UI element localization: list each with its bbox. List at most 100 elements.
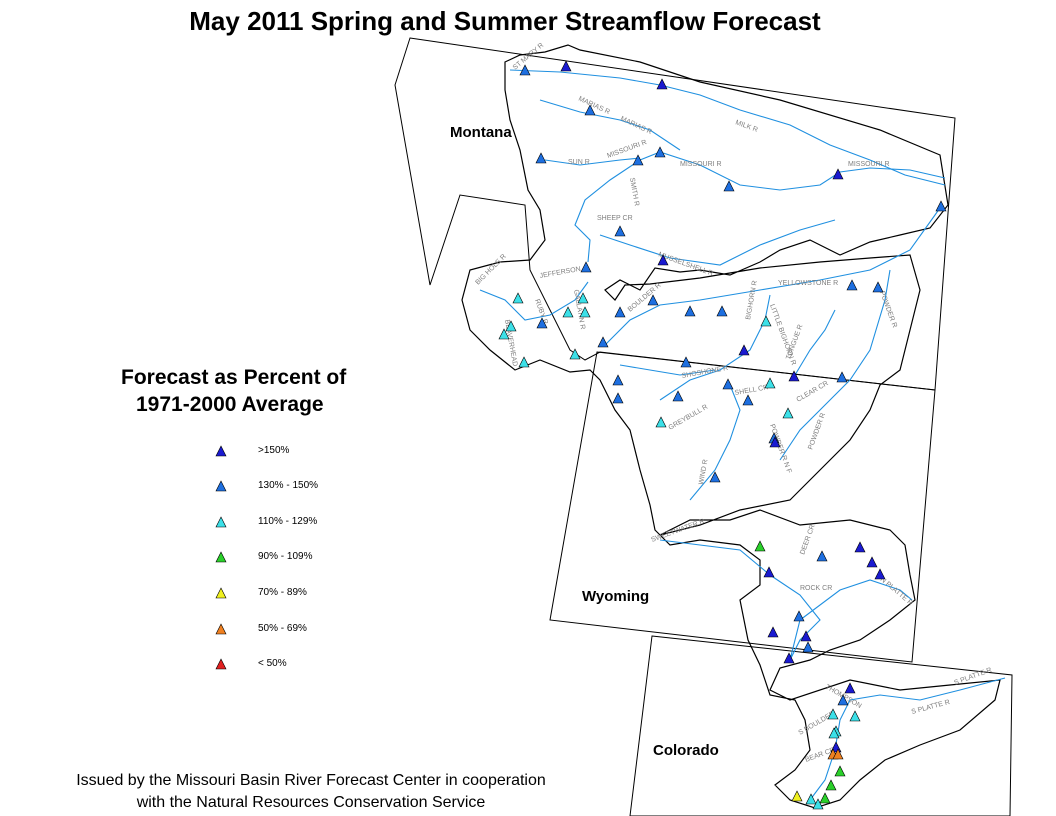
gauge-marker <box>519 64 531 76</box>
gauge-marker <box>872 281 884 293</box>
gauge-marker <box>828 727 840 739</box>
milk-river <box>509 69 946 186</box>
musselshell-river <box>599 219 836 266</box>
river-label: JEFFERSON <box>539 266 581 280</box>
gauge-marker <box>769 436 781 448</box>
gauge-marker <box>760 315 772 327</box>
triangle-icon <box>215 623 227 635</box>
south-platte-river <box>809 677 1006 801</box>
river-label: MARIAS R <box>619 115 653 136</box>
legend-label: 50% - 69% <box>258 623 307 634</box>
gauge-marker <box>716 305 728 317</box>
river-label: BIGHORN R <box>745 280 759 320</box>
footer-credit: Issued by the Missouri Basin River Forec… <box>8 770 614 814</box>
gauge-marker <box>579 306 591 318</box>
legend-title-line2: 1971-2000 Average <box>136 393 324 416</box>
gauge-marker <box>505 320 517 332</box>
gauge-marker <box>782 407 794 419</box>
gauge-marker <box>800 630 812 642</box>
gauge-marker <box>825 779 837 791</box>
river-label: S PLATTE R <box>911 699 951 716</box>
gauge-marker <box>684 305 696 317</box>
gauge-marker <box>836 371 848 383</box>
gauge-marker <box>709 471 721 483</box>
gauge-marker <box>764 377 776 389</box>
gauge-marker <box>612 374 624 386</box>
legend-label: >150% <box>258 445 290 456</box>
forecast-gauges <box>498 60 947 810</box>
gauge-marker <box>849 710 861 722</box>
triangle-icon <box>215 516 227 528</box>
gauge-marker <box>754 540 766 552</box>
triangle-icon <box>215 480 227 492</box>
legend-title: Forecast as Percent of 1971-2000 Average <box>96 364 436 418</box>
gauge-marker <box>512 292 524 304</box>
gauge-marker <box>614 225 626 237</box>
gauge-marker <box>647 294 659 306</box>
colorado-outline <box>629 635 1013 816</box>
gauge-marker <box>788 370 800 382</box>
gauge-marker <box>874 568 886 580</box>
missouri-river-upper <box>574 151 946 263</box>
state-label-colorado: Colorado <box>653 742 719 759</box>
gauge-marker <box>536 317 548 329</box>
river-label: MISSOURI R <box>680 161 722 168</box>
gauge-marker <box>805 793 817 805</box>
river-network <box>479 69 1006 801</box>
river-label: SUN R <box>568 159 590 166</box>
river-label: POWDER R N F <box>768 423 792 474</box>
gauge-marker <box>802 641 814 653</box>
triangle-icon <box>215 587 227 599</box>
gauge-marker <box>846 279 858 291</box>
wyoming-outline <box>549 351 936 663</box>
gauge-marker <box>816 550 828 562</box>
gauge-marker <box>614 306 626 318</box>
river-label: CLEAR CR <box>796 380 830 404</box>
marias-river <box>539 99 681 151</box>
legend-label: 70% - 89% <box>258 587 307 598</box>
gauge-marker <box>742 394 754 406</box>
gauge-marker <box>783 652 795 664</box>
footer-line1: Issued by the Missouri Basin River Forec… <box>76 772 546 789</box>
sun-river <box>544 157 641 166</box>
gauge-marker <box>837 694 849 706</box>
state-label-montana: Montana <box>450 124 512 141</box>
state-outlines <box>394 37 1013 816</box>
jefferson-river <box>479 281 589 321</box>
footer-line2: with the Natural Resources Conservation … <box>136 794 486 811</box>
river-label: DEER CR <box>799 524 816 556</box>
gauge-marker <box>657 254 669 266</box>
gauge-marker <box>832 748 844 760</box>
river-label: MISSOURI R <box>606 139 648 160</box>
gauge-marker <box>763 566 775 578</box>
river-label: POWDER R <box>807 412 827 451</box>
gauge-marker <box>518 356 530 368</box>
gauge-marker <box>577 292 589 304</box>
gauge-marker <box>612 392 624 404</box>
gauge-marker <box>738 344 750 356</box>
gauge-marker <box>844 682 856 694</box>
river-label: WIND R <box>698 459 709 485</box>
shoshone-river <box>619 364 716 376</box>
tongue-river <box>794 309 836 376</box>
map-title: May 2011 Spring and Summer Streamflow Fo… <box>189 6 821 36</box>
gauge-marker <box>827 708 839 720</box>
gauge-marker <box>935 200 947 212</box>
gauge-marker <box>767 626 779 638</box>
river-label: S PLATTE R <box>953 667 993 687</box>
gauge-marker <box>535 152 547 164</box>
gauge-marker <box>580 261 592 273</box>
gauge-marker <box>597 336 609 348</box>
triangle-icon <box>215 658 227 670</box>
river-label: SHELL CR <box>734 384 769 397</box>
basin-boundary <box>461 44 1001 809</box>
legend-label: 110% - 129% <box>258 516 318 527</box>
legend-title-line1: Forecast as Percent of <box>121 366 347 389</box>
north-platte-river <box>659 539 913 661</box>
gauge-marker <box>498 328 510 340</box>
gauge-marker <box>866 556 878 568</box>
legend-label: 130% - 150% <box>258 480 319 491</box>
river-label: MISSOURI R <box>848 161 890 168</box>
